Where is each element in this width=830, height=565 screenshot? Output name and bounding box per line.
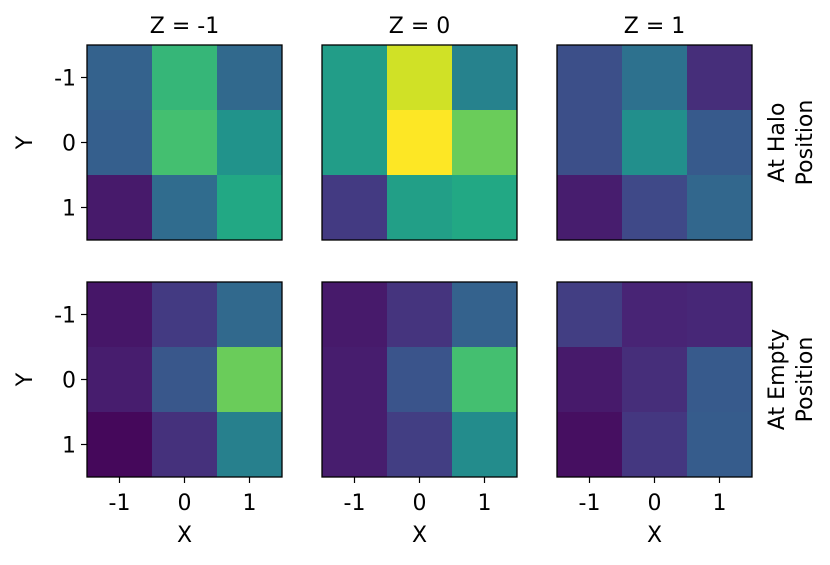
x-tick-label: 0 [178, 491, 192, 516]
heatmap-cell [622, 175, 688, 241]
heatmap-cell [87, 412, 153, 478]
heatmap-cell [622, 412, 688, 478]
heatmap-cell [387, 45, 453, 111]
heatmap-cell [152, 110, 218, 176]
row-label-line: Position [793, 337, 818, 423]
y-tick-label: 0 [62, 132, 76, 157]
heatmap-cell [217, 110, 283, 176]
heatmap-cell [322, 347, 388, 413]
heatmap-cell [152, 175, 218, 241]
heatmap-cell [557, 175, 623, 241]
row-label-line: At Empty [765, 329, 790, 430]
y-tick-label: 1 [62, 434, 76, 459]
heatmap-cell [687, 282, 753, 348]
heatmap-cell [452, 282, 518, 348]
heatmap-cell [87, 282, 153, 348]
heatmap-cell [322, 282, 388, 348]
heatmap-cell [622, 282, 688, 348]
heatmap-cell [452, 412, 518, 478]
heatmap-cell [557, 412, 623, 478]
heatmap-panel [321, 44, 518, 241]
row-label: At Halo Position [765, 100, 818, 186]
heatmap-cell [152, 412, 218, 478]
heatmap-cell [557, 282, 623, 348]
row-label: At Empty Position [765, 329, 818, 430]
y-tick-label: -1 [54, 67, 76, 92]
x-tick-label: -1 [344, 491, 366, 516]
heatmap-cell [217, 412, 283, 478]
heatmap-cell [622, 110, 688, 176]
heatmap-cell [687, 412, 753, 478]
heatmap-cell [217, 175, 283, 241]
heatmap-cell [387, 110, 453, 176]
heatmap-panel [321, 281, 518, 478]
x-axis-label: X [412, 523, 427, 548]
row-label-line: At Halo [765, 103, 790, 183]
heatmap-cell [387, 412, 453, 478]
heatmap-cell [322, 45, 388, 111]
heatmap-cell [217, 347, 283, 413]
heatmap-cell [322, 110, 388, 176]
heatmap-cell [557, 347, 623, 413]
heatmap-cell [687, 347, 753, 413]
heatmap-cell [622, 347, 688, 413]
y-tick-label: 0 [62, 369, 76, 394]
heatmap-cell [687, 175, 753, 241]
heatmap-panel [556, 281, 753, 478]
heatmap-cell [452, 110, 518, 176]
y-tick-label: 1 [62, 197, 76, 222]
heatmap-cell [387, 282, 453, 348]
x-axis-label: X [177, 523, 192, 548]
x-axis-label: X [647, 523, 662, 548]
heatmap-cell [152, 347, 218, 413]
y-axis-label: Y [13, 135, 38, 150]
heatmap-panel [86, 281, 283, 478]
y-tick-label: -1 [54, 304, 76, 329]
heatmap-cell [557, 45, 623, 111]
heatmap-cell [452, 347, 518, 413]
heatmap-cell [87, 347, 153, 413]
heatmap-cell [152, 282, 218, 348]
heatmap-cell [387, 347, 453, 413]
heatmap-cell [217, 45, 283, 111]
y-axis-label: Y [13, 372, 38, 387]
x-tick-label: -1 [109, 491, 131, 516]
heatmap-cell [687, 110, 753, 176]
heatmap-cell [452, 175, 518, 241]
column-title: Z = 1 [624, 14, 686, 39]
heatmap-cell [87, 110, 153, 176]
row-label-line: Position [793, 100, 818, 186]
heatmap-panel [86, 44, 283, 241]
heatmap-cell [87, 45, 153, 111]
column-title: Z = -1 [150, 14, 219, 39]
panel-frame [321, 44, 518, 241]
x-tick-label: 0 [413, 491, 427, 516]
x-tick-label: 1 [243, 491, 257, 516]
heatmap-cell [622, 45, 688, 111]
heatmap-panel [556, 44, 753, 241]
heatmap-cell [322, 175, 388, 241]
heatmap-cell [557, 110, 623, 176]
heatmap-cell [87, 175, 153, 241]
x-tick-label: -1 [579, 491, 601, 516]
panel-frame [556, 44, 753, 241]
heatmap-cell [217, 282, 283, 348]
x-tick-label: 1 [478, 491, 492, 516]
heatmap-cell [687, 45, 753, 111]
heatmap-cell [152, 45, 218, 111]
heatmap-cell [322, 412, 388, 478]
heatmap-cell [452, 45, 518, 111]
column-title: Z = 0 [389, 14, 451, 39]
x-tick-label: 1 [713, 491, 727, 516]
x-tick-label: 0 [648, 491, 662, 516]
heatmap-cell [387, 175, 453, 241]
